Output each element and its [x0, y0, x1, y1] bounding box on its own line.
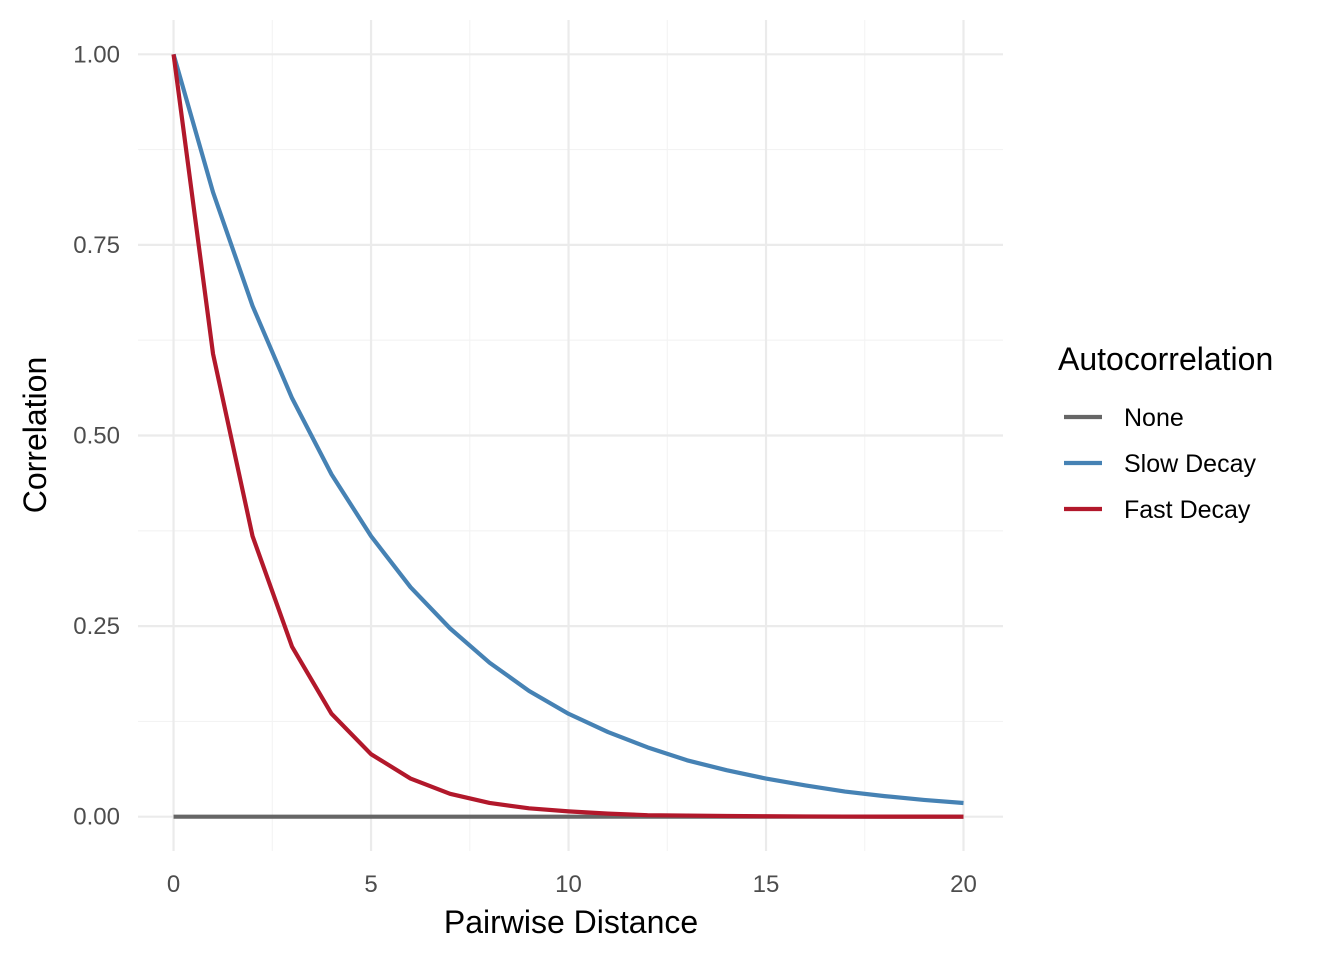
- legend-label: Fast Decay: [1124, 496, 1251, 524]
- y-tick-label: 1.00: [73, 41, 120, 68]
- x-tick-label: 5: [364, 871, 377, 898]
- legend-items: None Slow Decay Fast Decay: [1064, 404, 1256, 524]
- x-tick-label: 15: [753, 871, 780, 898]
- legend-title: Autocorrelation: [1058, 341, 1273, 377]
- series-line-fast-decay: [171, 54, 964, 819]
- x-tick-label: 10: [555, 871, 582, 898]
- y-tick-label: 0.25: [73, 613, 120, 640]
- y-tick-label: 0.50: [73, 423, 120, 450]
- x-axis-ticks: 0 5 10 15 20: [167, 871, 977, 898]
- y-tick-label: 0.75: [73, 232, 120, 259]
- y-axis-title: Correlation: [17, 357, 53, 514]
- y-tick-label: 0.00: [73, 804, 120, 831]
- grid-lines: [138, 20, 1003, 851]
- series-line-slow-decay: [171, 53, 964, 806]
- legend-label: None: [1124, 404, 1184, 432]
- x-tick-label: 20: [950, 871, 977, 898]
- legend-label: Slow Decay: [1124, 450, 1256, 478]
- legend: Autocorrelation None Slow Decay Fast Decay: [1058, 341, 1273, 524]
- series-lines: [171, 53, 964, 819]
- y-axis-ticks: 0.00 0.25 0.50 0.75 1.00: [73, 41, 120, 830]
- x-axis-title: Pairwise Distance: [444, 904, 698, 940]
- x-tick-label: 0: [167, 871, 180, 898]
